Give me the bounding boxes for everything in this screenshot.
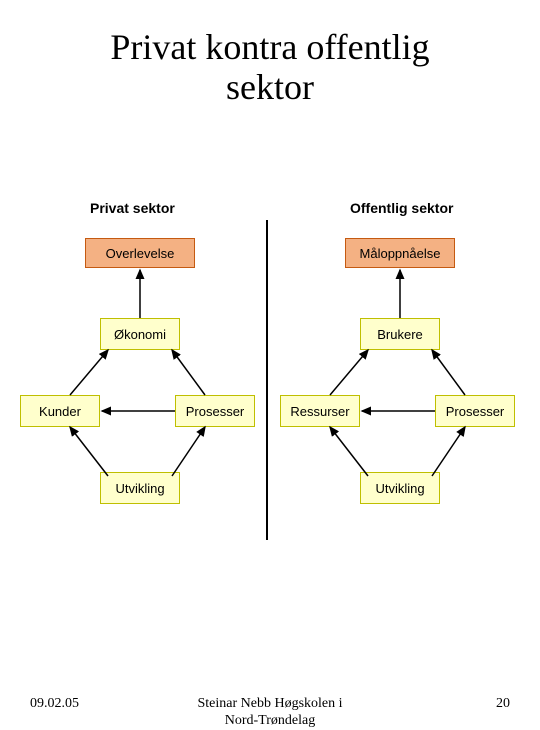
footer-author-line1: Steinar Nebb Høgskolen i: [197, 696, 342, 711]
footer-author-line2: Nord-Trøndelag: [225, 713, 315, 728]
title-line-2: sektor: [226, 67, 314, 107]
slide-title: Privat kontra offentlig sektor: [0, 0, 540, 107]
title-line-1: Privat kontra offentlig: [110, 27, 429, 67]
arrows-svg: [20, 200, 520, 570]
footer-author: Steinar Nebb Høgskolen i Nord-Trøndelag: [0, 696, 540, 730]
footer-page: 20: [496, 696, 510, 712]
diagram: Privat sektor Offentlig sektor Overlevel…: [20, 200, 520, 570]
